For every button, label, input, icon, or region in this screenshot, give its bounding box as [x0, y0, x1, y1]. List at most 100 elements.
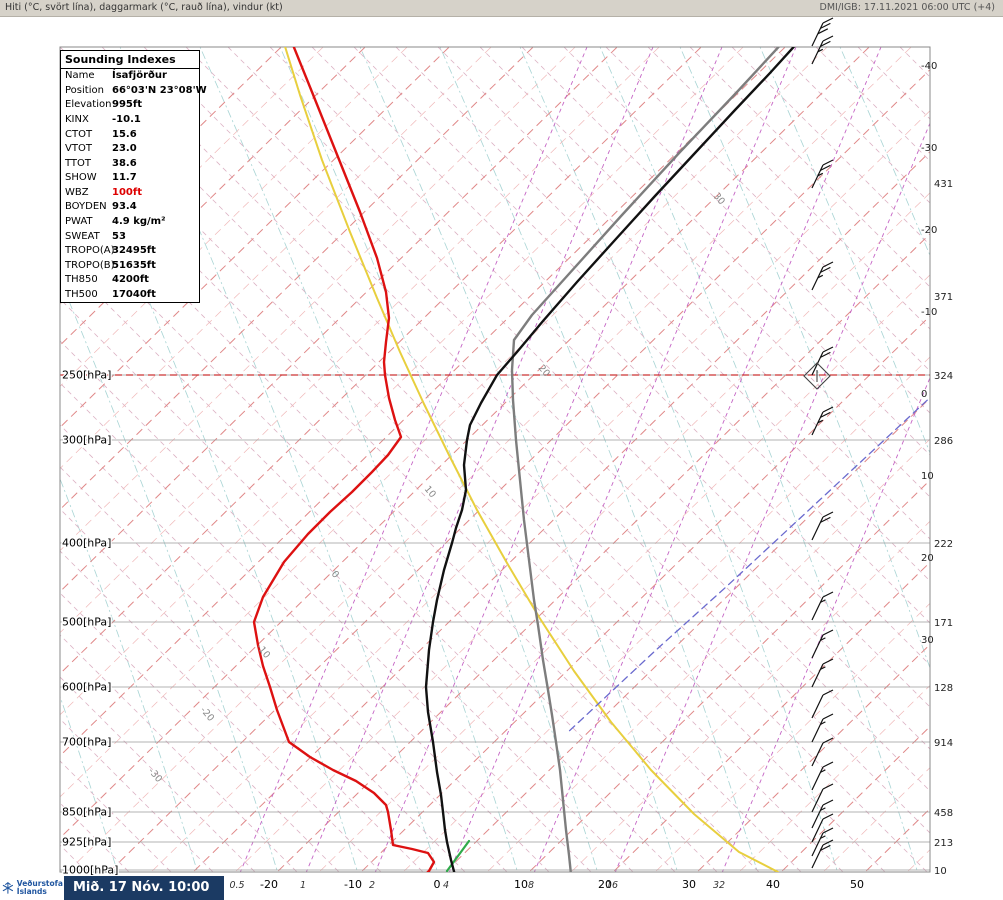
grid-lines [60, 47, 930, 872]
pressure-label: 300[hPa] [62, 434, 111, 447]
right-temp-label: -40 [921, 61, 937, 72]
index-label: VTOT [65, 143, 92, 155]
moist-adiabat-line [60, 91, 358, 872]
pressure-label: 850[hPa] [62, 806, 111, 819]
indexes-title: Sounding Indexes [61, 51, 199, 69]
dry-adiabat-line [227, 47, 930, 750]
isotherm-line [60, 47, 702, 675]
bottom-temp-label: -10 [344, 878, 362, 891]
moist-adiabat-line [60, 278, 278, 872]
isotherm-line [402, 356, 930, 872]
bottom-mixing-label: 2 [369, 880, 375, 891]
index-row: TROPO(B)51635ft [61, 259, 199, 274]
right-height-label: 128 [934, 683, 953, 694]
wind-barb [811, 261, 834, 291]
blue-dashed-reference-curve [565, 396, 930, 735]
yellow-reference-adiabat-curve [284, 47, 779, 872]
wind-barb [811, 159, 834, 189]
index-label: TH500 [65, 288, 98, 300]
mixing-ratio-line [533, 47, 882, 872]
moist-adiabat-line [439, 47, 758, 872]
mixing-ratio-line [614, 121, 930, 872]
axis-labels: 250[hPa] 300[hPa] 400[hPa] 500[hPa] 600[hPa]… [61, 61, 953, 891]
index-row: CTOT 15.6 [61, 127, 199, 142]
right-height-label: 431 [934, 179, 953, 190]
isotherm-line [528, 479, 930, 872]
index-value: 38.6 [112, 157, 137, 169]
isotherm-line [60, 47, 744, 716]
index-row: TROPO(A)32495ft [61, 244, 199, 259]
isotherm-line [60, 47, 450, 429]
wind-barb [811, 629, 834, 659]
dry-adiabat-line [60, 718, 214, 872]
bottom-temp-label: -20 [260, 878, 278, 891]
model-run-text: DMI/IGB: 17.11.2021 06:00 UTC (+4) [819, 2, 996, 13]
date-time-bar: Mið. 17 Nóv. 10:00 [64, 876, 224, 900]
temperature-curve [424, 47, 796, 872]
index-label: TH850 [65, 274, 98, 286]
moist-adiabat-line [519, 47, 838, 872]
isotherm-line [60, 47, 660, 634]
dry-adiabat-line [353, 47, 930, 624]
isotherm-line [60, 47, 870, 839]
vedurstofa-logo: Veðurstofa Íslands [2, 875, 63, 900]
index-row: SHOW 11.7 [61, 171, 199, 186]
right-height-label: 222 [934, 539, 953, 550]
dry-adiabat-line [60, 382, 550, 872]
right-height-label: 171 [934, 618, 953, 629]
right-temp-label: -30 [921, 143, 937, 154]
wind-barb [811, 406, 834, 436]
isotherm-line [108, 68, 930, 872]
wind-barb [811, 799, 834, 829]
moist-adiabat-line [119, 47, 438, 872]
dry-adiabat-line [60, 466, 466, 872]
right-height-label: 286 [934, 436, 953, 447]
vedurstofa-logo-icon [2, 881, 14, 894]
wind-barb [811, 761, 834, 791]
wind-barb [811, 813, 834, 843]
dewpoint-curve [252, 47, 436, 872]
index-label: Name [65, 70, 95, 82]
isotherm-line [60, 47, 534, 511]
isotherm-line [696, 643, 930, 872]
bottom-mixing-label: 1 [300, 880, 306, 891]
right-temp-label: -10 [921, 307, 937, 318]
index-value: 100ft [112, 186, 143, 198]
index-row: SWEAT 53 [61, 229, 199, 244]
index-label: PWAT [65, 215, 93, 227]
index-row: PWAT 4.9 kg/m² [61, 215, 199, 230]
dry-adiabat-line [60, 214, 718, 872]
index-row: VTOT 23.0 [61, 142, 199, 157]
isotherm-line [612, 561, 930, 872]
dry-adiabat-line [60, 634, 298, 872]
right-temp-label: 30 [921, 635, 934, 646]
right-height-label: 458 [934, 808, 953, 819]
index-row: Position 66°03'N 23°08'W [61, 84, 207, 99]
isotherm-line [738, 684, 930, 872]
dry-adiabat-line [60, 88, 844, 872]
dry-adiabat-line [60, 550, 382, 872]
wind-barb [811, 35, 834, 65]
dry-adiabat-line [60, 256, 676, 872]
bottom-temp-label: 10 [514, 878, 528, 891]
wind-barb [811, 658, 834, 688]
bottom-temp-label: 50 [850, 878, 864, 891]
isotherm-line [780, 725, 930, 872]
isotherm-line [60, 47, 408, 387]
right-height-label: 371 [934, 292, 953, 303]
top-info-bar: Hiti (°C, svört lína), daggarmark (°C, r… [0, 0, 1003, 17]
index-row: TH850 4200ft [61, 273, 199, 288]
index-label: TROPO(A) [65, 245, 115, 257]
mixing-ratio-line [448, 47, 797, 872]
index-row: WBZ 100ft [61, 186, 199, 201]
index-row: KINX -10.1 [61, 113, 199, 128]
isotherm-line [66, 47, 912, 872]
dry-adiabat-line [60, 340, 592, 872]
index-row: BOYDEN 93.4 [61, 200, 199, 215]
pressure-label: 1000[hPa] [62, 864, 118, 877]
isotherm-line [192, 151, 930, 872]
logo-text-line2: Íslands [16, 886, 47, 896]
dry-adiabat-line [143, 47, 930, 834]
